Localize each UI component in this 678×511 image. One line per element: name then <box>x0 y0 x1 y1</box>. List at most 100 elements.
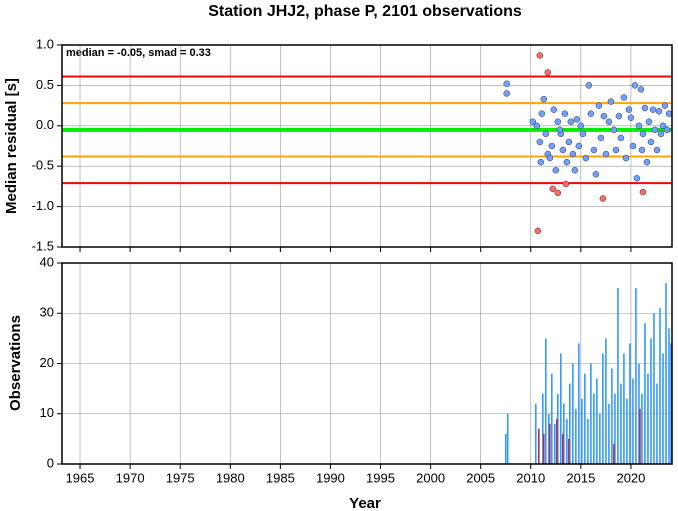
x-tick-label: 2015 <box>566 470 595 485</box>
bar <box>659 308 661 464</box>
x-tick-label: 1995 <box>366 470 395 485</box>
bar <box>650 338 652 464</box>
bar <box>575 408 577 464</box>
bar <box>590 363 592 464</box>
point <box>659 122 667 130</box>
x-axis-label: Year <box>349 495 381 511</box>
y-tick-label: 40 <box>40 254 54 269</box>
point <box>554 118 562 126</box>
point <box>538 110 546 117</box>
bar <box>656 383 658 464</box>
plot-frame <box>61 44 673 248</box>
point <box>549 185 557 193</box>
point <box>550 106 558 113</box>
bar <box>653 313 655 464</box>
bar <box>644 323 646 464</box>
bar <box>562 433 564 464</box>
bar <box>563 403 565 464</box>
point <box>635 122 643 130</box>
x-tick-label: 1980 <box>216 470 245 485</box>
x-tick-label: 2010 <box>516 470 545 485</box>
bar <box>584 373 586 464</box>
point <box>562 180 570 188</box>
point <box>536 138 544 146</box>
point <box>529 118 537 126</box>
point <box>643 158 651 166</box>
point <box>641 104 649 112</box>
bar <box>599 413 601 464</box>
bar <box>596 378 598 464</box>
point <box>622 154 630 162</box>
x-tick-label: 2005 <box>466 470 495 485</box>
bar <box>551 373 553 464</box>
bar <box>613 443 615 464</box>
y-tick-label: 1.0 <box>36 36 54 51</box>
y-tick-label: 30 <box>40 305 54 320</box>
chart-title: Station JHJ2, phase P, 2101 observations <box>208 3 522 20</box>
point <box>602 150 610 158</box>
point <box>647 138 655 146</box>
y-tick-label: 20 <box>40 355 54 370</box>
x-tick-label: 1985 <box>266 470 295 485</box>
bar <box>504 433 507 464</box>
point <box>645 118 653 126</box>
point <box>599 195 607 202</box>
point <box>534 227 542 235</box>
bar <box>572 363 574 464</box>
bar <box>632 378 634 464</box>
point <box>552 166 560 174</box>
point <box>548 142 556 150</box>
y-tick-label: -1.0 <box>32 198 54 213</box>
bar <box>668 328 670 464</box>
point <box>639 188 647 196</box>
point <box>567 118 575 126</box>
bar <box>614 393 616 464</box>
point <box>600 112 608 120</box>
bar <box>581 398 583 464</box>
y-tick-label: 0 <box>47 455 54 470</box>
point <box>665 110 673 117</box>
bar <box>608 403 610 464</box>
x-tick-label: 1990 <box>316 470 345 485</box>
bar <box>541 393 544 464</box>
y-tick-label: 0.5 <box>36 77 54 92</box>
bar <box>506 413 509 464</box>
bar <box>620 383 622 464</box>
point <box>615 112 623 120</box>
point <box>561 110 569 117</box>
bar <box>623 353 625 464</box>
point <box>540 95 548 103</box>
point <box>605 118 613 126</box>
x-tick-label: 1975 <box>166 470 195 485</box>
point <box>542 130 550 138</box>
point <box>569 150 577 158</box>
bar <box>629 343 631 464</box>
plot-frame <box>61 262 673 465</box>
point <box>661 102 669 109</box>
bar <box>547 413 550 464</box>
point <box>559 146 567 154</box>
point <box>649 106 657 113</box>
bar <box>638 363 640 464</box>
bar <box>556 418 558 464</box>
point <box>575 142 583 150</box>
point <box>637 86 645 93</box>
point <box>617 134 625 142</box>
bar <box>639 408 641 464</box>
point <box>631 82 639 89</box>
bar <box>560 353 562 464</box>
x-tick-label: 1970 <box>116 470 145 485</box>
bar <box>605 338 607 464</box>
point <box>537 158 545 166</box>
point <box>597 134 605 142</box>
bar <box>578 343 580 464</box>
point <box>546 154 554 162</box>
point <box>663 126 671 134</box>
bar <box>537 428 540 464</box>
point <box>627 114 635 121</box>
point <box>577 122 585 130</box>
point <box>587 110 595 117</box>
bar <box>611 368 613 464</box>
bar <box>534 403 537 464</box>
